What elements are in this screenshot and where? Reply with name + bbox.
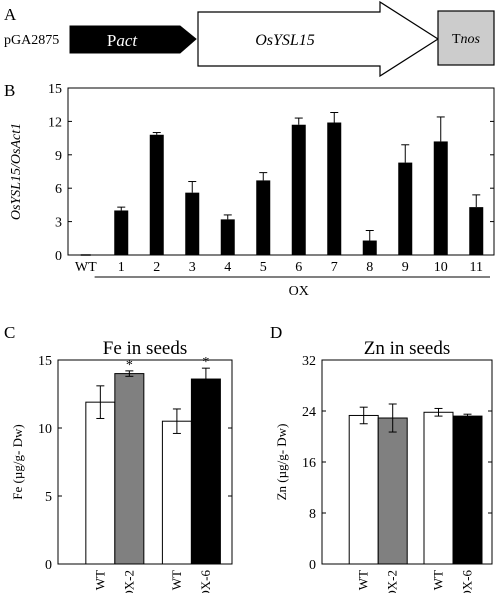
x-tick-label-b: 11 [470, 260, 483, 275]
panel-letter-d: D [270, 323, 282, 342]
bar-c [161, 420, 192, 565]
x-tick-label-c: WT [169, 570, 184, 590]
construct-name: pGA2875 [4, 33, 59, 48]
panel-letter-b: B [4, 81, 15, 100]
y-tick-label-b: 3 [55, 216, 62, 231]
bar-b [185, 192, 200, 255]
bar-b [362, 240, 377, 255]
terminator-box [437, 10, 495, 66]
x-tick-label-b: 6 [295, 260, 302, 275]
ox-group-label: OX [289, 284, 309, 299]
bar-b [433, 141, 448, 255]
y-tick-label-c: 15 [38, 354, 52, 369]
x-tick-label-b: 1 [118, 260, 125, 275]
chart-title-d: Zn in seeds [364, 338, 451, 359]
y-tick-label-b: 12 [48, 115, 62, 130]
y-tick-label-d: 32 [302, 354, 316, 369]
y-tick-label-c: 0 [45, 558, 52, 573]
x-tick-label-c: OX-2 [121, 570, 136, 593]
gene-arrow [197, 0, 440, 78]
gene-label: OsYSL15 [255, 32, 315, 49]
y-tick-label-d: 24 [302, 405, 316, 420]
bar-b [398, 162, 413, 255]
bar-c [190, 378, 221, 565]
x-tick-label-d: WT [431, 570, 446, 590]
x-tick-label-d: OX-2 [385, 570, 400, 593]
x-tick-label-d: OX-6 [460, 570, 475, 593]
significance-mark-c: * [126, 358, 133, 373]
y-tick-label-b: 0 [55, 249, 62, 264]
terminator-label: Tnos [452, 32, 481, 47]
plot-frame-b [67, 87, 495, 256]
y-tick-label-d: 0 [309, 558, 316, 573]
y-tick-label-b: 6 [55, 182, 62, 197]
significance-mark-c: * [202, 355, 209, 370]
x-tick-label-b: 5 [260, 260, 267, 275]
panel-d-chart: D 0 8 16 24 32 Zn in seeds Zn (µg/g- Dw) WT OX-2… [270, 323, 493, 593]
bar-d [423, 411, 454, 565]
bar-b [114, 210, 129, 255]
bar-b [149, 134, 164, 255]
panel-letter-a: A [4, 5, 17, 24]
x-tick-label-b: 2 [153, 260, 160, 275]
bar-b [327, 122, 342, 255]
bar-d [452, 415, 483, 565]
y-tick-label-c: 10 [38, 422, 52, 437]
x-tick-label-c: WT [92, 570, 107, 590]
x-tick-label-d: WT [356, 570, 371, 590]
y-tick-label-b: 9 [55, 149, 62, 164]
chart-title-c: Fe in seeds [103, 338, 187, 359]
panel-a-construct: A pGA2875 Pact OsYSL15 Tnos [4, 0, 495, 78]
panel-letter-c: C [4, 323, 15, 342]
bar-b [220, 219, 235, 255]
x-tick-label-b: 10 [434, 260, 448, 275]
bar-d [377, 417, 408, 565]
y-tick-label-d: 16 [302, 456, 316, 471]
bar-c [85, 401, 116, 565]
promoter-label: Pact [107, 31, 139, 50]
y-axis-label-d: Zn (µg/g- Dw) [274, 424, 289, 501]
bar-b [291, 124, 306, 256]
bar-b [469, 207, 484, 255]
bar-c [114, 373, 145, 565]
x-tick-label-b: 4 [224, 260, 231, 275]
bar-d [348, 414, 379, 565]
promoter-arrow [69, 25, 197, 54]
x-tick-label-b: 3 [189, 260, 196, 275]
y-axis-label-b: OsYSL15/OsAct1 [9, 123, 24, 220]
plot-frame-c [57, 359, 233, 565]
y-tick-label-b: 15 [48, 82, 62, 97]
x-tick-label-b: 7 [331, 260, 338, 275]
y-axis-label-c: Fe (µg/g- Dw) [10, 424, 25, 499]
panel-c-chart: C 0 5 10 15 Fe in seeds Fe (µg/g- Dw) WT * OX-2 W… [4, 323, 233, 593]
x-tick-label-b: 9 [402, 260, 409, 275]
x-tick-label-c: OX-6 [198, 570, 213, 593]
y-tick-label-c: 5 [45, 490, 52, 505]
bar-b [256, 180, 271, 255]
y-tick-label-d: 8 [309, 507, 316, 522]
x-tick-label-b: 8 [366, 260, 373, 275]
x-tick-label-b: WT [75, 260, 97, 275]
